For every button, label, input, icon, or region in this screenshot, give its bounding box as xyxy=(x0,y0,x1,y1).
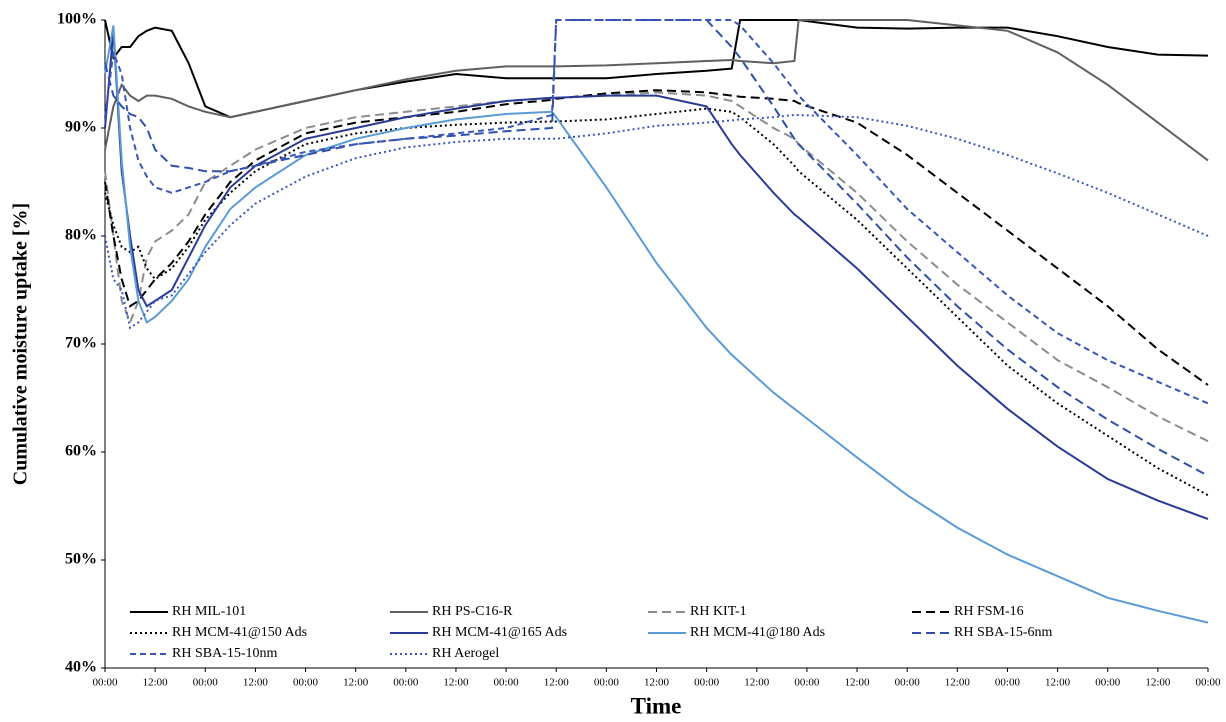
x-tick-label: 00:00 xyxy=(794,677,820,689)
x-tick-label: 00:00 xyxy=(293,677,319,689)
legend-label: RH KIT-1 xyxy=(690,604,747,619)
series-line xyxy=(104,107,1209,497)
x-tick-label: 12:00 xyxy=(443,677,469,689)
x-tick-label: 12:00 xyxy=(143,677,169,689)
x-tick-label: 12:00 xyxy=(1145,677,1171,689)
x-tick-label: 12:00 xyxy=(343,677,369,689)
x-tick-label: 12:00 xyxy=(544,677,570,689)
x-tick-label: 12:00 xyxy=(744,677,770,689)
legend-label: RH SBA-15-10nm xyxy=(172,646,278,661)
series-line xyxy=(104,19,1209,405)
x-tick-label: 00:00 xyxy=(193,677,219,689)
x-tick-label: 00:00 xyxy=(1095,677,1121,689)
series-line xyxy=(104,19,1209,119)
x-tick-label: 12:00 xyxy=(243,677,269,689)
series-line xyxy=(104,19,1209,477)
series-line xyxy=(104,91,1209,443)
x-tick-label: 12:00 xyxy=(845,677,871,689)
x-tick-label: 12:00 xyxy=(1045,677,1071,689)
y-tick-label: 100% xyxy=(57,11,97,28)
series-line xyxy=(104,89,1209,386)
x-tick-label: 00:00 xyxy=(995,677,1021,689)
series-line xyxy=(104,19,1209,162)
legend-label: RH MCM-41@180 Ads xyxy=(690,625,825,640)
x-tick-label: 00:00 xyxy=(895,677,921,689)
series-line xyxy=(104,30,1209,520)
y-tick-label: 90% xyxy=(65,119,97,136)
x-axis-title: Time xyxy=(631,693,682,718)
legend-label: RH PS-C16-R xyxy=(432,604,513,619)
y-tick-label: 80% xyxy=(65,227,97,244)
x-tick-label: 00:00 xyxy=(92,677,118,689)
x-tick-label: 00:00 xyxy=(594,677,620,689)
x-tick-label: 12:00 xyxy=(945,677,971,689)
y-tick-label: 70% xyxy=(65,335,97,352)
series-line xyxy=(104,25,1209,624)
legend-label: RH SBA-15-6nm xyxy=(954,625,1053,640)
legend-label: RH MIL-101 xyxy=(172,604,246,619)
legend-label: RH FSM-16 xyxy=(954,604,1024,619)
legend-label: RH Aerogel xyxy=(432,646,499,661)
y-tick-label: 50% xyxy=(65,551,97,568)
x-tick-label: 00:00 xyxy=(494,677,520,689)
y-tick-label: 40% xyxy=(65,659,97,676)
x-tick-label: 00:00 xyxy=(393,677,419,689)
series-line xyxy=(104,114,1209,330)
y-tick-label: 60% xyxy=(65,443,97,460)
y-axis-title: Cumulative moisture uptake [%] xyxy=(10,203,32,485)
x-tick-label: 12:00 xyxy=(644,677,670,689)
x-tick-label: 00:00 xyxy=(1195,677,1221,689)
x-tick-label: 00:00 xyxy=(694,677,720,689)
legend-label: RH MCM-41@150 Ads xyxy=(172,625,307,640)
legend-label: RH MCM-41@165 Ads xyxy=(432,625,567,640)
